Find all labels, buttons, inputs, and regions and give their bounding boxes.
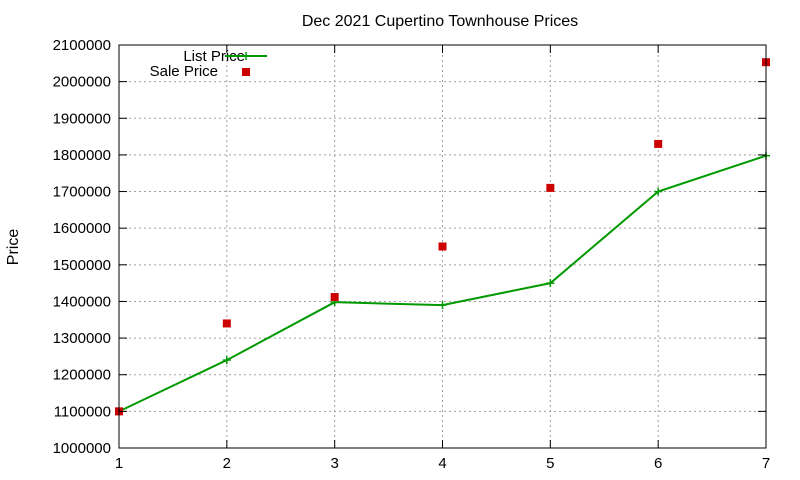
axis-ticks: 1000000 1100000 1200000 1300000 1400000 15000… <box>53 37 771 472</box>
list-price-point <box>222 356 231 365</box>
sale-price-point <box>330 293 339 302</box>
x-tick-label: 5 <box>546 455 554 472</box>
sale-price-point <box>546 183 555 192</box>
legend-marker-sale-price <box>242 68 250 76</box>
y-tick-label: 1500000 <box>53 257 111 274</box>
list-price-point <box>654 187 663 196</box>
y-tick-label: 1700000 <box>53 184 111 201</box>
y-tick-label: 1100000 <box>54 403 111 420</box>
x-tick-label: 3 <box>330 455 338 472</box>
y-tick-label: 1000000 <box>53 440 111 457</box>
chart-title: Dec 2021 Cupertino Townhouse Prices <box>302 13 578 30</box>
y-tick-label: 1600000 <box>53 220 111 237</box>
list-price-point <box>438 301 447 310</box>
series-line-list-price <box>118 154 767 413</box>
x-tick-label: 4 <box>438 455 446 472</box>
y-tick-label: 1300000 <box>53 330 111 347</box>
list-price-point <box>546 279 555 288</box>
y-axis-label: Price <box>5 229 22 266</box>
y-tick-label: 2100000 <box>53 37 111 54</box>
x-tick-label: 2 <box>223 455 231 472</box>
sale-price-point <box>438 242 447 251</box>
y-tick-label: 1200000 <box>53 367 111 384</box>
legend-label-list-price: List Price <box>183 48 245 65</box>
x-tick-label: 6 <box>654 455 662 472</box>
x-tick-label: 1 <box>115 455 123 472</box>
legend-marker-list-price <box>242 52 250 60</box>
sale-price-point <box>222 319 231 328</box>
y-tick-label: 2000000 <box>53 74 111 91</box>
y-tick-label: 1800000 <box>53 147 111 164</box>
y-tick-label: 1400000 <box>53 293 111 310</box>
legend-label-sale-price: Sale Price <box>150 63 218 80</box>
y-tick-label: 1900000 <box>53 110 111 127</box>
sale-price-point <box>654 139 663 148</box>
x-tick-label: 7 <box>762 455 770 472</box>
